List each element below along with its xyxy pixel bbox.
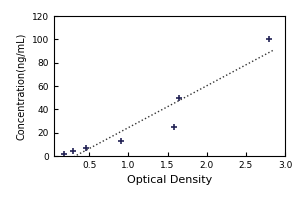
Y-axis label: Concentration(ng/mL): Concentration(ng/mL)	[16, 32, 26, 140]
X-axis label: Optical Density: Optical Density	[127, 175, 212, 185]
